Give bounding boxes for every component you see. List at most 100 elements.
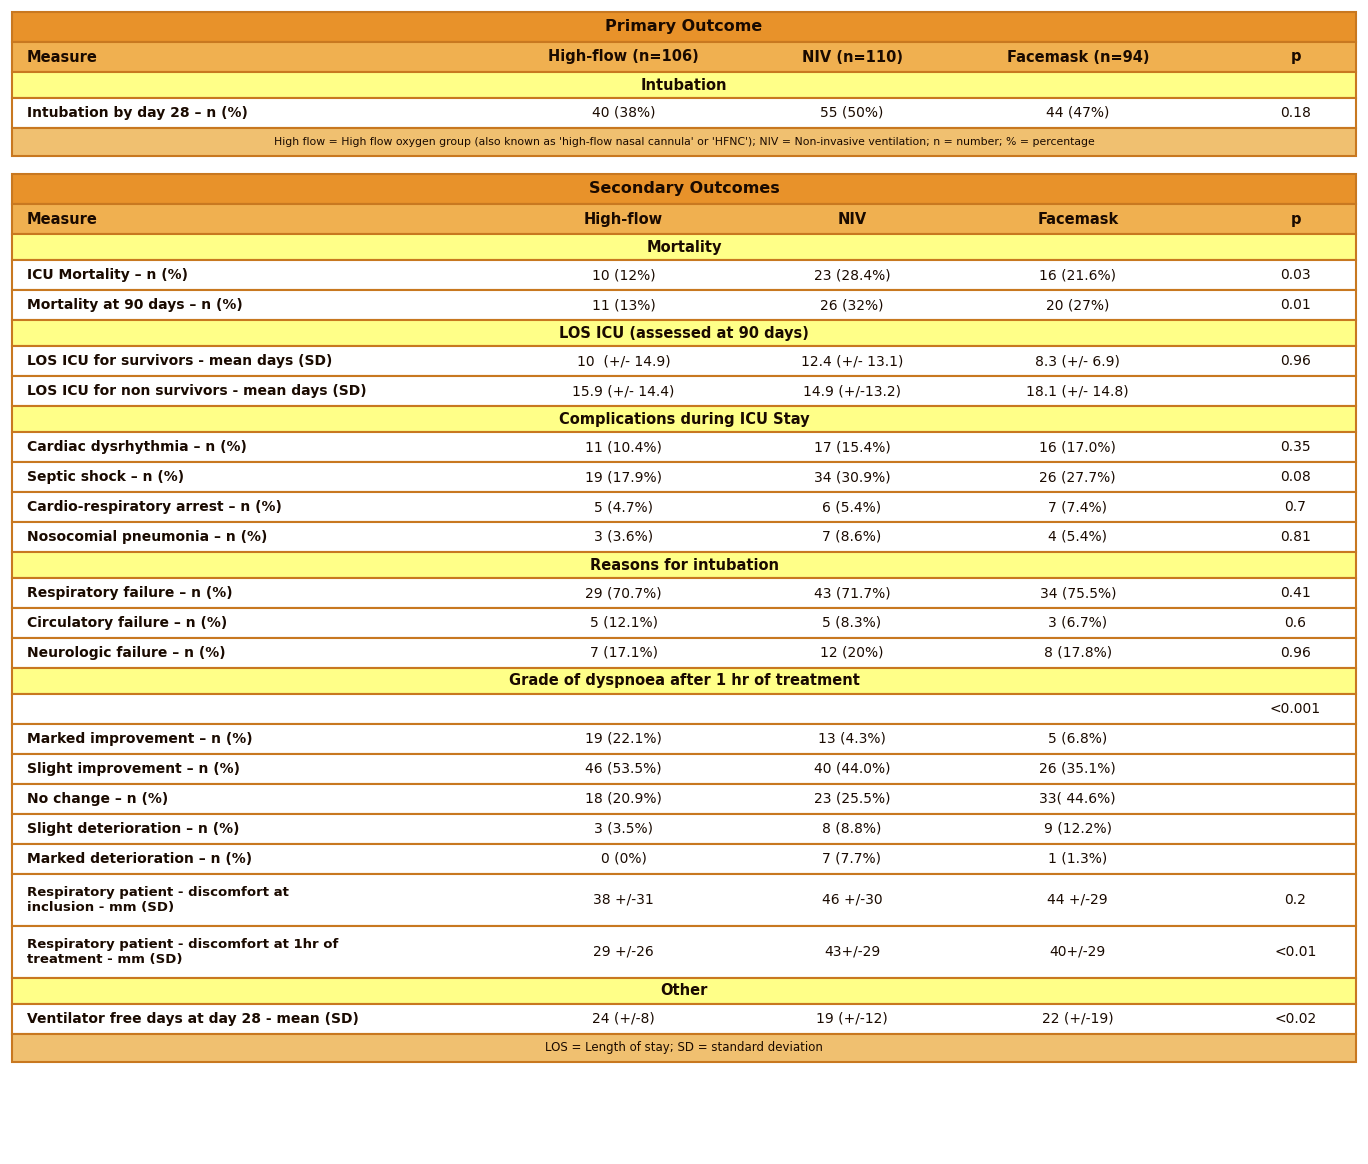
Text: Nosocomial pneumonia – n (%): Nosocomial pneumonia – n (%) xyxy=(27,530,267,544)
Text: 0.18: 0.18 xyxy=(1280,106,1311,120)
Bar xyxy=(12,432,1356,462)
Text: 26 (32%): 26 (32%) xyxy=(821,298,884,312)
Text: 12 (20%): 12 (20%) xyxy=(821,646,884,660)
Text: Facemask (n=94): Facemask (n=94) xyxy=(1007,50,1149,64)
Text: 14.9 (+/-13.2): 14.9 (+/-13.2) xyxy=(803,384,902,398)
Text: 20 (27%): 20 (27%) xyxy=(1047,298,1109,312)
Bar xyxy=(12,874,1356,927)
Text: 5 (8.3%): 5 (8.3%) xyxy=(822,616,881,630)
Text: p: p xyxy=(1290,50,1301,64)
Text: LOS ICU for survivors - mean days (SD): LOS ICU for survivors - mean days (SD) xyxy=(27,354,332,368)
Bar xyxy=(12,754,1356,785)
Text: 0.7: 0.7 xyxy=(1285,501,1306,514)
Text: 29 +/-26: 29 +/-26 xyxy=(594,945,654,959)
Text: 0.81: 0.81 xyxy=(1280,530,1311,544)
Bar xyxy=(12,579,1356,608)
Bar xyxy=(12,844,1356,874)
Text: 13 (4.3%): 13 (4.3%) xyxy=(818,732,886,746)
Text: 34 (30.9%): 34 (30.9%) xyxy=(814,470,891,484)
Bar xyxy=(12,814,1356,844)
Text: 0 (0%): 0 (0%) xyxy=(601,852,647,866)
Text: Intubation by day 28 – n (%): Intubation by day 28 – n (%) xyxy=(27,106,248,120)
Bar xyxy=(12,521,1356,552)
Text: 0.35: 0.35 xyxy=(1280,440,1311,454)
Text: 8 (8.8%): 8 (8.8%) xyxy=(822,822,882,836)
Bar xyxy=(12,1034,1356,1062)
Text: LOS ICU (assessed at 90 days): LOS ICU (assessed at 90 days) xyxy=(560,326,808,341)
Text: 23 (25.5%): 23 (25.5%) xyxy=(814,792,891,805)
Text: LOS ICU for non survivors - mean days (SD): LOS ICU for non survivors - mean days (S… xyxy=(27,384,367,398)
Text: Ventilator free days at day 28 - mean (SD): Ventilator free days at day 28 - mean (S… xyxy=(27,1012,358,1025)
Text: 19 (+/-12): 19 (+/-12) xyxy=(817,1012,888,1025)
Text: Other: Other xyxy=(661,984,707,999)
Text: 10 (12%): 10 (12%) xyxy=(592,268,655,282)
Bar xyxy=(12,462,1356,492)
Bar xyxy=(12,12,1356,42)
Text: 34 (75.5%): 34 (75.5%) xyxy=(1040,585,1116,599)
Text: 16 (21.6%): 16 (21.6%) xyxy=(1040,268,1116,282)
Bar xyxy=(12,128,1356,156)
Text: NIV (n=110): NIV (n=110) xyxy=(802,50,903,64)
Text: 46 +/-30: 46 +/-30 xyxy=(822,893,882,907)
Text: 0.08: 0.08 xyxy=(1280,470,1311,484)
Text: 26 (27.7%): 26 (27.7%) xyxy=(1040,470,1116,484)
Text: 40 (44.0%): 40 (44.0%) xyxy=(814,762,891,776)
Text: Measure: Measure xyxy=(27,212,97,227)
Text: 11 (13%): 11 (13%) xyxy=(591,298,655,312)
Bar xyxy=(12,552,1356,579)
Text: Facemask: Facemask xyxy=(1037,212,1119,227)
Text: 5 (4.7%): 5 (4.7%) xyxy=(594,501,653,514)
Text: <0.001: <0.001 xyxy=(1270,702,1321,716)
Text: Grade of dyspnoea after 1 hr of treatment: Grade of dyspnoea after 1 hr of treatmen… xyxy=(509,674,859,688)
Text: 19 (22.1%): 19 (22.1%) xyxy=(586,732,662,746)
Text: 55 (50%): 55 (50%) xyxy=(821,106,884,120)
Bar xyxy=(12,406,1356,432)
Text: 43 (71.7%): 43 (71.7%) xyxy=(814,585,891,599)
Text: Respiratory failure – n (%): Respiratory failure – n (%) xyxy=(27,585,233,599)
Bar xyxy=(12,346,1356,376)
Text: 17 (15.4%): 17 (15.4%) xyxy=(814,440,891,454)
Bar xyxy=(12,98,1356,128)
Text: Septic shock – n (%): Septic shock – n (%) xyxy=(27,470,183,484)
Bar xyxy=(12,724,1356,754)
Text: 11 (10.4%): 11 (10.4%) xyxy=(586,440,662,454)
Text: ICU Mortality – n (%): ICU Mortality – n (%) xyxy=(27,268,187,282)
Text: 15.9 (+/- 14.4): 15.9 (+/- 14.4) xyxy=(572,384,674,398)
Text: 40+/-29: 40+/-29 xyxy=(1049,945,1105,959)
Bar xyxy=(12,320,1356,346)
Text: 33( 44.6%): 33( 44.6%) xyxy=(1040,792,1116,805)
Text: High-flow (n=106): High-flow (n=106) xyxy=(549,50,699,64)
Text: 0.2: 0.2 xyxy=(1285,893,1306,907)
Text: 43+/-29: 43+/-29 xyxy=(824,945,880,959)
Text: Respiratory patient - discomfort at: Respiratory patient - discomfort at xyxy=(27,886,289,900)
Text: 1 (1.3%): 1 (1.3%) xyxy=(1048,852,1108,866)
Text: Intubation: Intubation xyxy=(640,78,728,92)
Text: 29 (70.7%): 29 (70.7%) xyxy=(586,585,662,599)
Bar xyxy=(12,204,1356,234)
Text: 5 (6.8%): 5 (6.8%) xyxy=(1048,732,1108,746)
Text: 18 (20.9%): 18 (20.9%) xyxy=(586,792,662,805)
Text: 3 (3.5%): 3 (3.5%) xyxy=(594,822,653,836)
Text: 7 (8.6%): 7 (8.6%) xyxy=(822,530,881,544)
Text: No change – n (%): No change – n (%) xyxy=(27,792,168,805)
Bar xyxy=(12,1005,1356,1034)
Text: Cardio-respiratory arrest – n (%): Cardio-respiratory arrest – n (%) xyxy=(27,501,282,514)
Bar xyxy=(12,492,1356,521)
Text: Neurologic failure – n (%): Neurologic failure – n (%) xyxy=(27,646,226,660)
Text: 38 +/-31: 38 +/-31 xyxy=(594,893,654,907)
Text: 0.01: 0.01 xyxy=(1280,298,1311,312)
Bar xyxy=(12,72,1356,98)
Text: 16 (17.0%): 16 (17.0%) xyxy=(1040,440,1116,454)
Text: Reasons for intubation: Reasons for intubation xyxy=(590,558,778,573)
Bar xyxy=(12,668,1356,694)
Bar xyxy=(12,260,1356,290)
Text: Respiratory patient - discomfort at 1hr of: Respiratory patient - discomfort at 1hr … xyxy=(27,938,338,951)
Text: 18.1 (+/- 14.8): 18.1 (+/- 14.8) xyxy=(1026,384,1129,398)
Text: 9 (12.2%): 9 (12.2%) xyxy=(1044,822,1112,836)
Text: High-flow: High-flow xyxy=(584,212,663,227)
Text: Slight improvement – n (%): Slight improvement – n (%) xyxy=(27,762,239,776)
Text: p: p xyxy=(1290,212,1301,227)
Text: 40 (38%): 40 (38%) xyxy=(592,106,655,120)
Text: 44 (47%): 44 (47%) xyxy=(1047,106,1109,120)
Text: 23 (28.4%): 23 (28.4%) xyxy=(814,268,891,282)
